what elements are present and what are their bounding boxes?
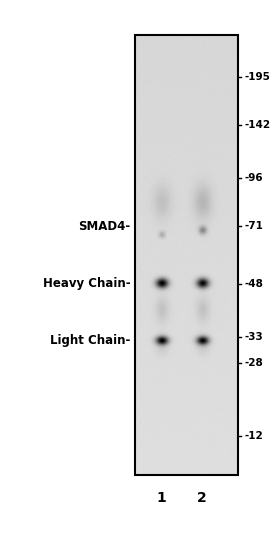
- Text: Light Chain-: Light Chain-: [50, 335, 131, 347]
- Text: -48: -48: [245, 279, 264, 289]
- Text: -28: -28: [245, 358, 263, 368]
- Text: -142: -142: [245, 120, 271, 130]
- Text: Heavy Chain-: Heavy Chain-: [43, 277, 131, 290]
- Text: -33: -33: [245, 331, 263, 342]
- Text: 1: 1: [157, 491, 167, 505]
- Text: SMAD4-: SMAD4-: [78, 220, 131, 233]
- Text: -195: -195: [245, 72, 271, 82]
- Text: 2: 2: [197, 491, 207, 505]
- Text: -96: -96: [245, 173, 263, 183]
- Text: -12: -12: [245, 431, 263, 441]
- Text: -71: -71: [245, 221, 264, 231]
